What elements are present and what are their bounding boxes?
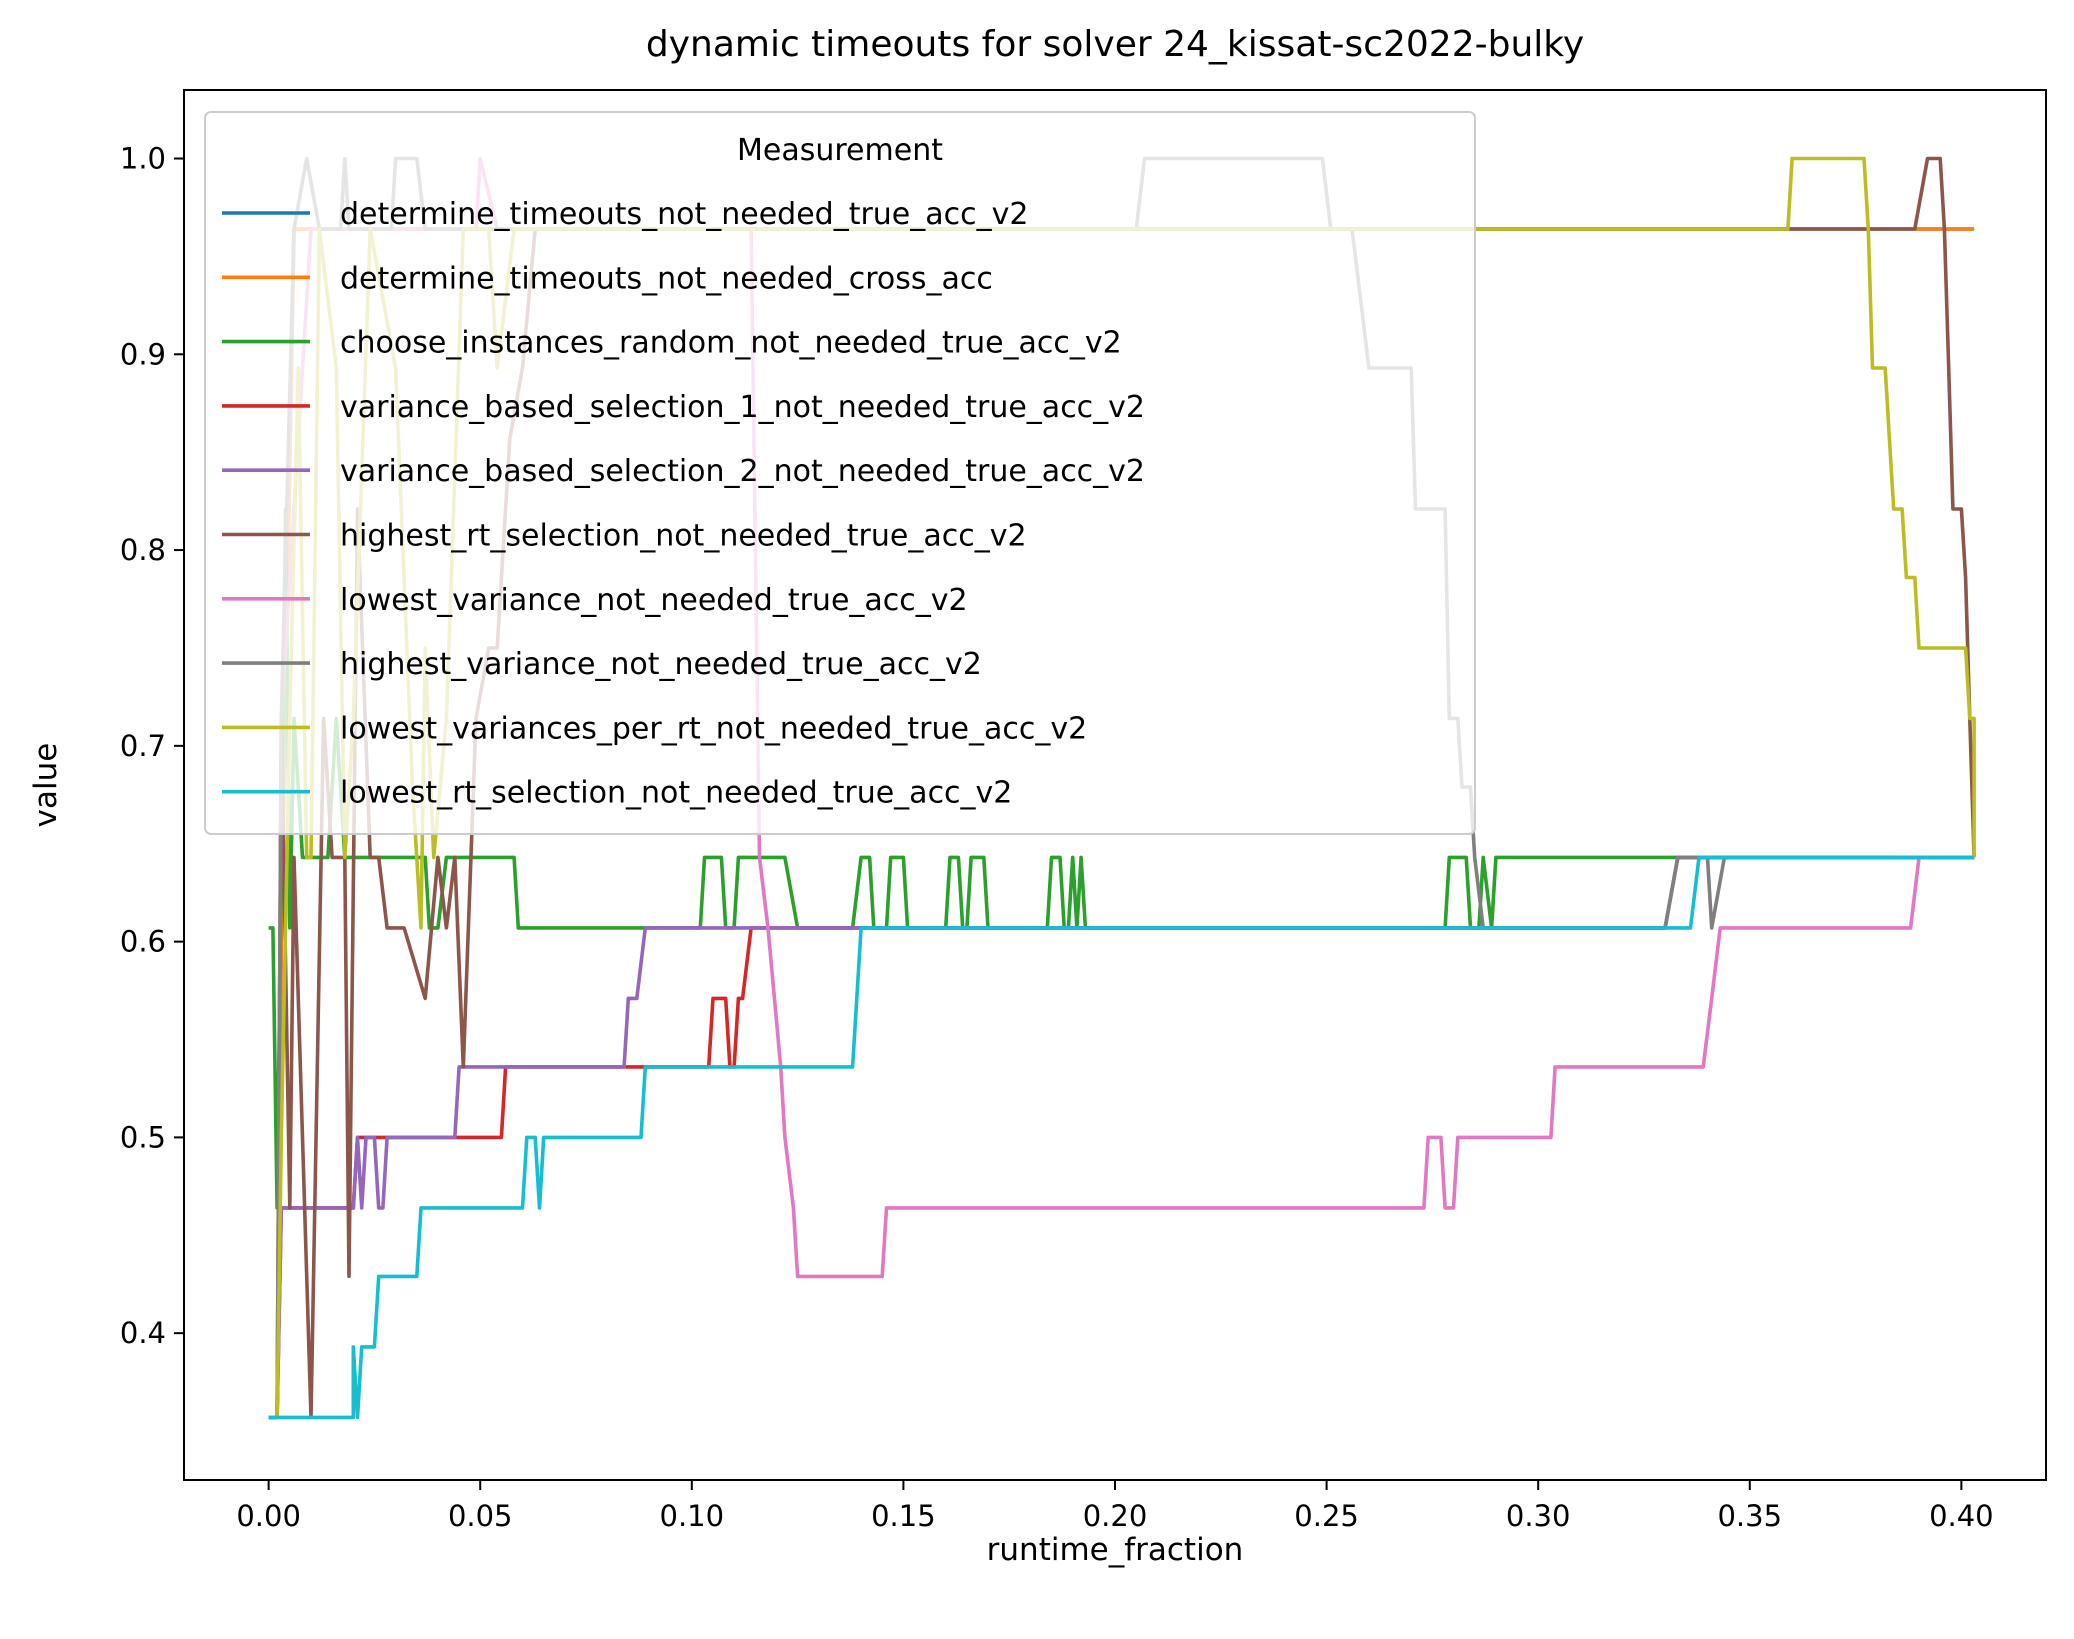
x-tick-label: 0.40 [1929, 1499, 1994, 1533]
legend-label-7: highest_variance_not_needed_true_acc_v2 [340, 647, 982, 682]
legend-label-9: lowest_rt_selection_not_needed_true_acc_… [340, 776, 1012, 811]
legend-label-0: determine_timeouts_not_needed_true_acc_v… [340, 197, 1028, 232]
x-axis: 0.00 0.05 0.10 0.15 0.20 0.25 0.30 0.35 0.40 [236, 1480, 1994, 1533]
chart-title: dynamic timeouts for solver 24_kissat-sc… [646, 24, 1584, 65]
x-tick-label: 0.35 [1717, 1499, 1782, 1533]
y-axis-label: value [28, 743, 64, 828]
x-tick-label: 0.10 [660, 1499, 725, 1533]
y-tick-label: 0.4 [120, 1316, 166, 1350]
y-tick-label: 0.8 [120, 533, 166, 567]
y-tick-label: 0.7 [120, 729, 166, 763]
legend-label-6: lowest_variance_not_needed_true_acc_v2 [340, 583, 968, 618]
x-tick-label: 0.15 [871, 1499, 936, 1533]
legend-label-4: variance_based_selection_2_not_needed_tr… [340, 454, 1145, 489]
legend-label-3: variance_based_selection_1_not_needed_tr… [340, 390, 1145, 425]
x-tick-label: 0.05 [448, 1499, 513, 1533]
x-tick-label: 0.20 [1083, 1499, 1148, 1533]
legend-label-1: determine_timeouts_not_needed_cross_acc [340, 261, 993, 296]
legend-label-2: choose_instances_random_not_needed_true_… [340, 326, 1122, 361]
legend-box [204, 111, 1476, 835]
y-tick-label: 0.5 [120, 1120, 166, 1154]
legend-label-5: highest_rt_selection_not_needed_true_acc… [340, 519, 1027, 554]
x-tick-label: 0.25 [1294, 1499, 1359, 1533]
legend-label-8: lowest_variances_per_rt_not_needed_true_… [340, 711, 1087, 746]
y-axis: 0.4 0.5 0.6 0.7 0.8 0.9 1.0 [120, 142, 184, 1350]
x-axis-label: runtime_fraction [987, 1532, 1244, 1568]
legend-title: Measurement [737, 133, 943, 168]
x-tick-label: 0.30 [1506, 1499, 1571, 1533]
legend: Measurement determine_timeouts_not_neede… [204, 111, 1476, 835]
y-tick-label: 0.9 [120, 337, 166, 371]
y-tick-label: 1.0 [120, 142, 166, 176]
y-tick-label: 0.6 [120, 925, 166, 959]
series-line-4 [268, 855, 1975, 1420]
series-line-9 [268, 855, 1975, 1420]
x-tick-label: 0.00 [236, 1499, 301, 1533]
